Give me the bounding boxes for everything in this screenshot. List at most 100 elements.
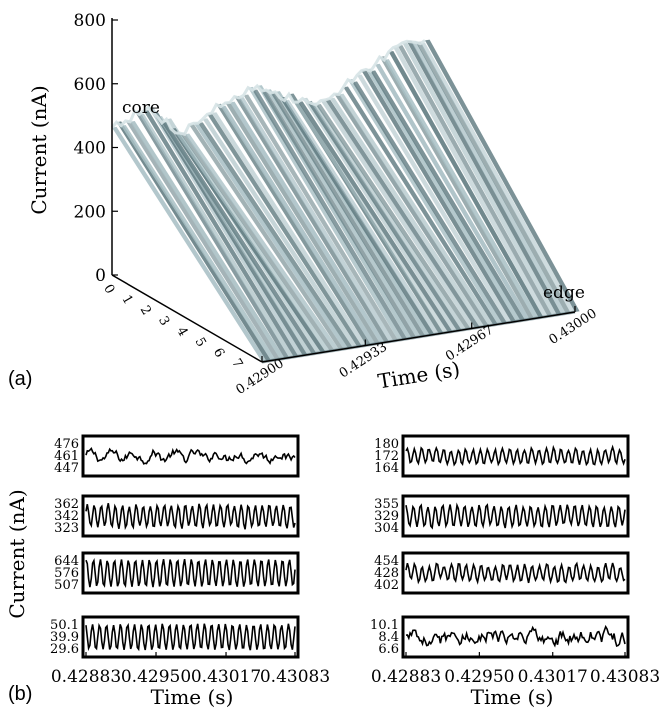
depth-axis-line: [111, 274, 263, 363]
z-axis-ticks: 800 600 400 200 0: [74, 11, 118, 286]
surface-strip: [388, 51, 544, 318]
series-tick-label: 50.1: [50, 618, 79, 633]
surface-strip: [252, 89, 408, 340]
surface-strip: [415, 41, 571, 314]
time-axis-line: [261, 311, 576, 363]
surface-strip: [225, 102, 381, 344]
surface-strip: [116, 121, 272, 362]
surface-plot: [110, 39, 580, 364]
series-tick-label: 644: [54, 554, 79, 569]
series-tick-label: 323: [54, 521, 79, 536]
surface-strip: [216, 103, 371, 346]
surface-strip: [402, 42, 557, 316]
x-tick-label: 0.42883: [51, 667, 121, 687]
series-tick-label: 6.6: [378, 642, 399, 657]
series-tick-label: 172: [374, 449, 399, 464]
series-line: [405, 444, 626, 467]
panel-b-label: (b): [8, 683, 32, 705]
surface-strip: [229, 101, 385, 344]
surface-strip: [170, 128, 326, 353]
series-tick-label: 476: [54, 437, 79, 452]
depth-tick-label: 4: [173, 324, 190, 339]
surface-strip: [307, 100, 462, 331]
surface-strip: [302, 97, 458, 332]
x-tick-label: 0.42950: [444, 667, 514, 687]
surface-strip: [275, 91, 430, 336]
surface-strip: [316, 104, 471, 330]
depth-tick-label: 5: [192, 335, 209, 350]
series-tick-label: 180: [374, 437, 399, 452]
surface-strip: [243, 94, 399, 341]
time-axis-title: Time (s): [376, 357, 462, 394]
surface-strip: [329, 97, 485, 328]
surface-strip: [420, 42, 576, 313]
series-tick-label: 447: [54, 461, 79, 476]
surface-strip: [293, 101, 449, 334]
surface-strip: [234, 95, 390, 343]
surface-strip: [397, 45, 553, 317]
depth-tick-label: 3: [155, 314, 172, 329]
surface-strip: [284, 99, 439, 335]
surface-strip: [239, 97, 394, 342]
surface-strip: [311, 102, 467, 331]
series-tick-label: 507: [54, 578, 79, 593]
surface-strip: [211, 112, 367, 347]
surface-strip: [411, 41, 566, 315]
surface-strip: [425, 39, 580, 313]
series-tick-label: 10.1: [370, 618, 399, 633]
surface-strip: [198, 122, 353, 349]
b-right-xlabel: Time (s): [471, 685, 554, 709]
surface-strip: [184, 133, 340, 351]
surface-strip: [161, 122, 317, 355]
series-line: [405, 561, 626, 585]
surface-strip: [248, 86, 403, 341]
series-tick-label: 355: [374, 497, 399, 512]
surface-strip: [157, 116, 312, 355]
x-tick-label: 0.43083: [590, 667, 660, 687]
series-line: [85, 557, 296, 589]
series-line: [85, 502, 296, 531]
x-tick-label: 0.42883: [371, 667, 441, 687]
series-tick-label: 39.9: [50, 630, 79, 645]
surface-strip: [375, 63, 530, 320]
edge-annotation: edge: [543, 283, 585, 303]
panel-a-label: (a): [8, 368, 32, 390]
z-tick-label: 0: [95, 266, 106, 286]
b-left-ylabel: Current (nA): [5, 489, 29, 618]
series-tick-label: 304: [374, 521, 399, 536]
surface-strip: [379, 56, 535, 320]
surface-strip: [356, 74, 512, 323]
surface-strip: [325, 99, 480, 328]
series-tick-label: 402: [374, 578, 399, 593]
surface-strip: [384, 59, 539, 319]
surface-strip: [139, 113, 294, 358]
z-tick-label: 400: [74, 139, 106, 159]
series-box: [81, 551, 300, 595]
surface-strip: [338, 93, 494, 326]
series-tick-label: 461: [54, 449, 79, 464]
series-line: [405, 624, 626, 648]
series-line: [405, 502, 626, 530]
surface-strip: [366, 68, 521, 322]
depth-tick-label: 6: [210, 346, 227, 361]
surface-strip: [112, 126, 267, 362]
surface-strip: [189, 123, 344, 350]
surface-strip: [320, 99, 476, 329]
surface-ridge: [110, 39, 426, 137]
surface-strip: [370, 70, 526, 321]
surface-strip: [334, 93, 489, 327]
surface-strip: [152, 111, 308, 356]
z-axis-title: Current (nA): [27, 85, 51, 214]
surface-strip: [261, 90, 417, 339]
surface-strip: [121, 124, 276, 361]
surface-strip: [279, 97, 435, 336]
surface-strip: [297, 101, 453, 333]
surface-strip: [270, 92, 426, 337]
b-left-xlabel: Time (s): [151, 685, 234, 709]
surface-strip: [266, 89, 421, 338]
series-tick-label: 329: [374, 509, 399, 524]
surface-strip: [134, 110, 290, 359]
surface-strip: [180, 132, 335, 352]
